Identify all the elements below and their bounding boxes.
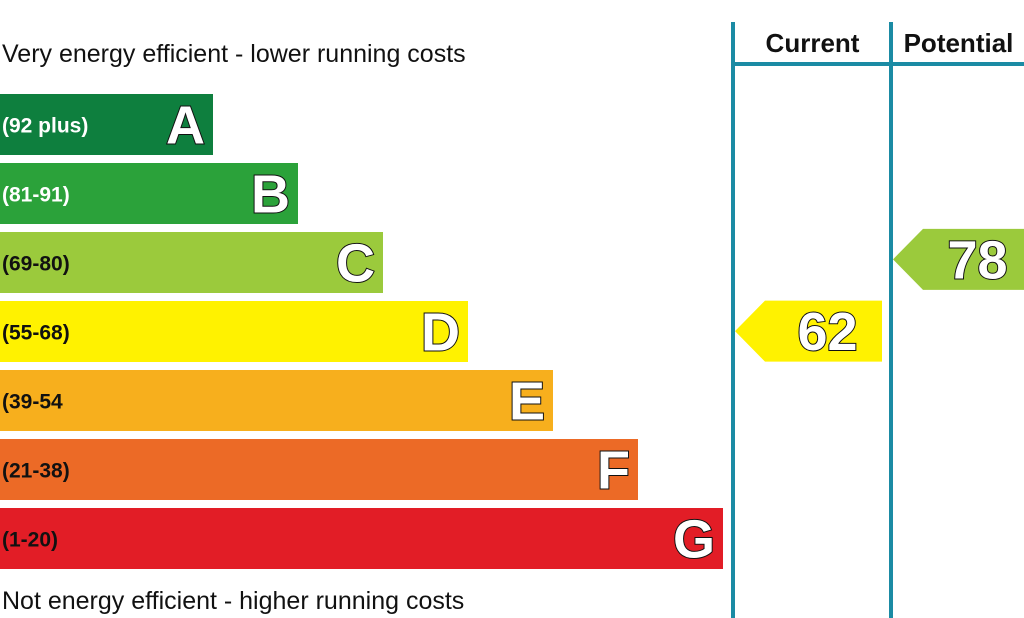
band-range-b: (81-91) — [2, 184, 70, 207]
band-bar-f — [0, 439, 638, 500]
current-rating-arrow — [735, 300, 882, 362]
band-range-g: (1-20) — [2, 529, 58, 552]
top-caption: Very energy efficient - lower running co… — [2, 40, 466, 68]
band-range-d: (55-68) — [2, 322, 70, 345]
band-letter-d: D — [421, 303, 460, 363]
band-letter-a: A — [166, 96, 205, 156]
band-range-c: (69-80) — [2, 253, 70, 276]
band-range-f: (21-38) — [2, 460, 70, 483]
band-range-e: (39-54 — [2, 391, 63, 414]
band-bar-c — [0, 232, 383, 293]
band-range-a: (92 plus) — [2, 115, 88, 138]
current-rating-value: 62 — [797, 302, 857, 362]
potential-rating-arrow — [893, 228, 1024, 290]
potential-rating-value: 78 — [947, 230, 1007, 290]
band-bar-d — [0, 301, 468, 362]
band-bar-g — [0, 508, 723, 569]
potential-column-header: Potential — [903, 28, 1014, 58]
bottom-caption: Not energy efficient - higher running co… — [2, 587, 465, 615]
band-letter-b: B — [251, 165, 290, 225]
band-letter-f: F — [597, 441, 630, 501]
band-letter-g: G — [673, 510, 715, 570]
band-bar-a — [0, 94, 213, 155]
band-bar-b — [0, 163, 298, 224]
band-letter-c: C — [336, 234, 375, 294]
band-bar-e — [0, 370, 553, 431]
current-column-header: Current — [765, 28, 860, 58]
band-letter-e: E — [509, 372, 545, 432]
